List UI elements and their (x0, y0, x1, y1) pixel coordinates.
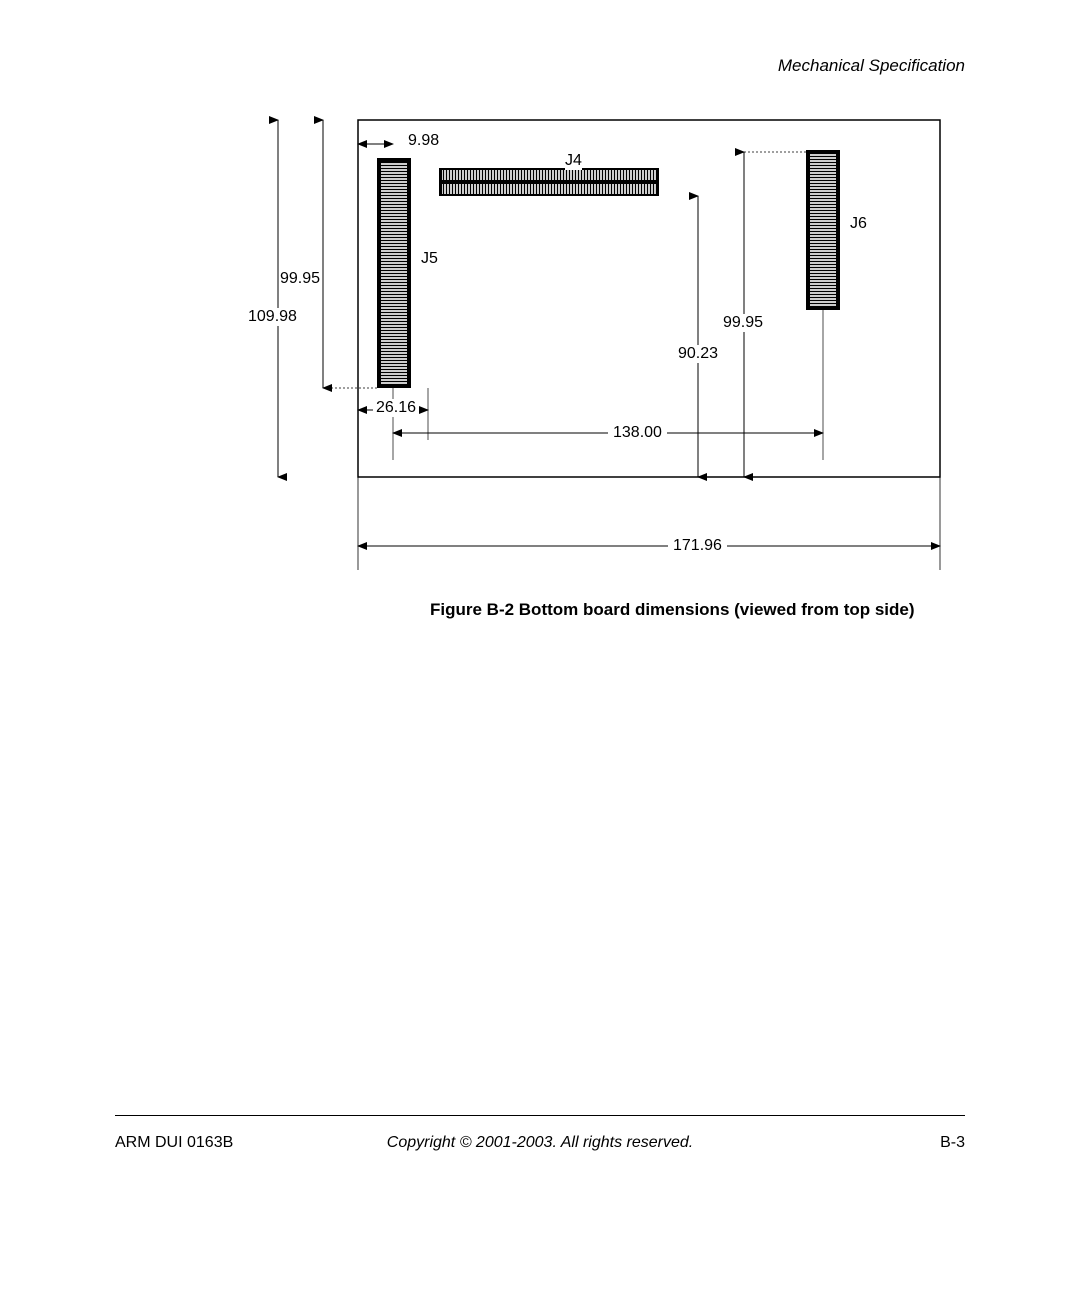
dim-99-95-right: 99.95 (723, 314, 763, 332)
dim-9-98: 9.98 (408, 132, 439, 150)
dim-138: 138.00 (608, 424, 667, 442)
dim-109-98: 109.98 (248, 308, 297, 326)
dim-171-96: 171.96 (668, 537, 727, 555)
footer-divider (115, 1115, 965, 1116)
connector-label-j5: J5 (421, 250, 438, 268)
connector-label-j4: J4 (565, 152, 582, 170)
footer-copyright: Copyright © 2001-2003. All rights reserv… (0, 1134, 1080, 1152)
dim-90-23: 90.23 (678, 345, 718, 363)
footer-page-number: B-3 (940, 1134, 965, 1152)
figure-caption: Figure B-2 Bottom board dimensions (view… (430, 600, 915, 620)
figure-diagram: J4 J5 J6 9.98 99.95 109.98 26.16 90.23 9… (238, 110, 958, 590)
dim-26-16: 26.16 (373, 399, 419, 417)
connector-label-j6: J6 (850, 215, 867, 233)
dim-99-95-left: 99.95 (280, 270, 320, 288)
section-header: Mechanical Specification (778, 56, 965, 76)
